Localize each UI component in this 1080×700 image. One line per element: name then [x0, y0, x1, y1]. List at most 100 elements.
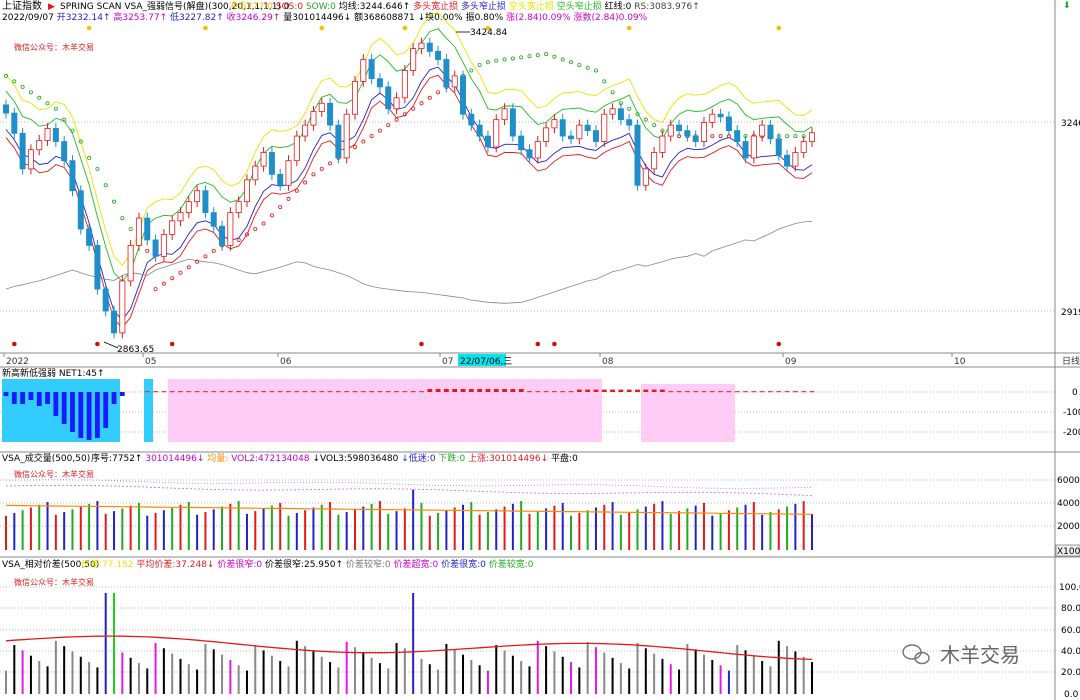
strength-tick-100: -100: [1063, 408, 1080, 418]
info-line-item-9: 涨(2.84)0.09%: [506, 12, 574, 23]
vol-hdr-item-4: ↓VOL3:598036480: [312, 454, 401, 464]
volume-bar: [486, 512, 489, 550]
volume-bar: [403, 508, 406, 550]
spread-bar: [171, 653, 174, 694]
volume-bar: [503, 506, 506, 550]
volume-bar: [121, 508, 124, 550]
sar-dot: [269, 213, 274, 218]
sar-dot: [477, 63, 482, 68]
candle-body: [144, 217, 151, 241]
candle-body: [418, 42, 425, 50]
main-hdr-item-8: 红线:0: [605, 0, 635, 12]
candle-body: [700, 122, 707, 142]
strength-bar: [784, 391, 790, 393]
sar-dot: [294, 188, 299, 193]
volume-bar: [370, 503, 373, 550]
strength-bar: [360, 391, 366, 393]
strength-panel-title: 新高新低强弱 NET1:45↑: [2, 367, 105, 379]
strength-bar: [485, 389, 491, 392]
sar-dot: [70, 128, 75, 133]
strength-bar: [394, 391, 399, 393]
volume-bar: [811, 513, 813, 550]
spread-bar: [794, 651, 797, 694]
candle-body: [243, 179, 250, 203]
candle-body: [94, 244, 101, 290]
sp-hdr-item-6: 价差很宽:0: [441, 558, 489, 570]
strength-bar: [427, 389, 433, 392]
spread-bar: [653, 653, 656, 694]
strength-bar: [203, 391, 208, 393]
watermark-volume: 微信公众号：木羊交易: [14, 469, 94, 479]
price-label-current: 3246.: [1061, 119, 1080, 129]
spread-bar: [619, 663, 622, 694]
sar-dot: [394, 117, 399, 122]
main-hdr-item-2: SOW:0: [306, 2, 339, 12]
strength-bar: [560, 391, 566, 393]
volume-bar: [520, 501, 523, 550]
candle-body: [543, 127, 550, 142]
watermark-main: 微信公众号：木羊交易: [14, 42, 94, 52]
strength-bar: [385, 391, 391, 393]
volume-bar: [196, 514, 199, 550]
spread-bar: [661, 658, 664, 694]
volume-bar: [428, 515, 431, 550]
sar-dot: [53, 106, 58, 111]
sar-dot: [593, 68, 598, 73]
candle-body: [135, 217, 142, 246]
volume-bar: [320, 504, 323, 550]
candle-body: [784, 154, 791, 167]
spread-bar: [329, 662, 332, 694]
signal-dot-top: [776, 25, 782, 31]
strength-bar: [684, 391, 690, 393]
sar-dot: [128, 226, 133, 231]
strength-bar: [103, 392, 109, 428]
candle-body: [676, 124, 683, 131]
sar-dot: [560, 57, 565, 62]
spread-bar: [54, 640, 57, 694]
spread-bar: [802, 656, 805, 694]
spread-bar: [736, 645, 739, 694]
volume-bar: [611, 502, 614, 550]
strength-bar: [327, 391, 333, 393]
candle-body: [809, 132, 816, 142]
long-narrow-stop-line: [5, 66, 813, 321]
candle-body: [426, 42, 433, 52]
spread-bar: [312, 651, 315, 694]
volume-bar: [270, 505, 273, 550]
volume-bar: [38, 504, 41, 550]
sar-dot: [527, 54, 532, 59]
volume-bar: [702, 502, 705, 550]
strength-bar: [543, 391, 549, 393]
spread-average-line: [5, 635, 813, 661]
spread-bar: [686, 644, 689, 694]
candle-body: [27, 149, 34, 170]
spread-bar: [420, 658, 423, 694]
vol-hdr-item-3: VOL2:472134048: [231, 454, 312, 464]
spread-values: 价差:77.152 平均价差:37.248↓ 价差很窄:0 价差很窄:25.95…: [81, 558, 534, 570]
strength-bar: [286, 391, 291, 393]
volume-bar: [5, 515, 7, 550]
volume-bar: [337, 514, 340, 550]
candle-body: [185, 201, 192, 214]
sar-dot: [718, 134, 723, 139]
strength-bar: [227, 391, 233, 393]
volume-bar: [445, 510, 448, 550]
sar-dot: [552, 54, 557, 59]
sar-dot: [303, 180, 308, 185]
sar-dot: [544, 52, 549, 57]
strength-bar: [36, 392, 42, 406]
spread-bar: [586, 641, 589, 694]
spread-bar: [503, 650, 506, 694]
sar-dot: [203, 254, 208, 259]
sar-dot: [352, 144, 357, 149]
candle-body: [468, 113, 475, 126]
volume-unit-label: X1000: [1057, 547, 1080, 557]
scroll-indicator-icon[interactable]: ⬇: [1063, 1, 1071, 11]
strength-bar: [344, 391, 350, 393]
candle-body: [659, 135, 666, 153]
sar-dot: [652, 123, 657, 128]
candle-body: [551, 119, 558, 129]
strength-bar: [244, 391, 250, 393]
sar-dot: [377, 128, 382, 133]
